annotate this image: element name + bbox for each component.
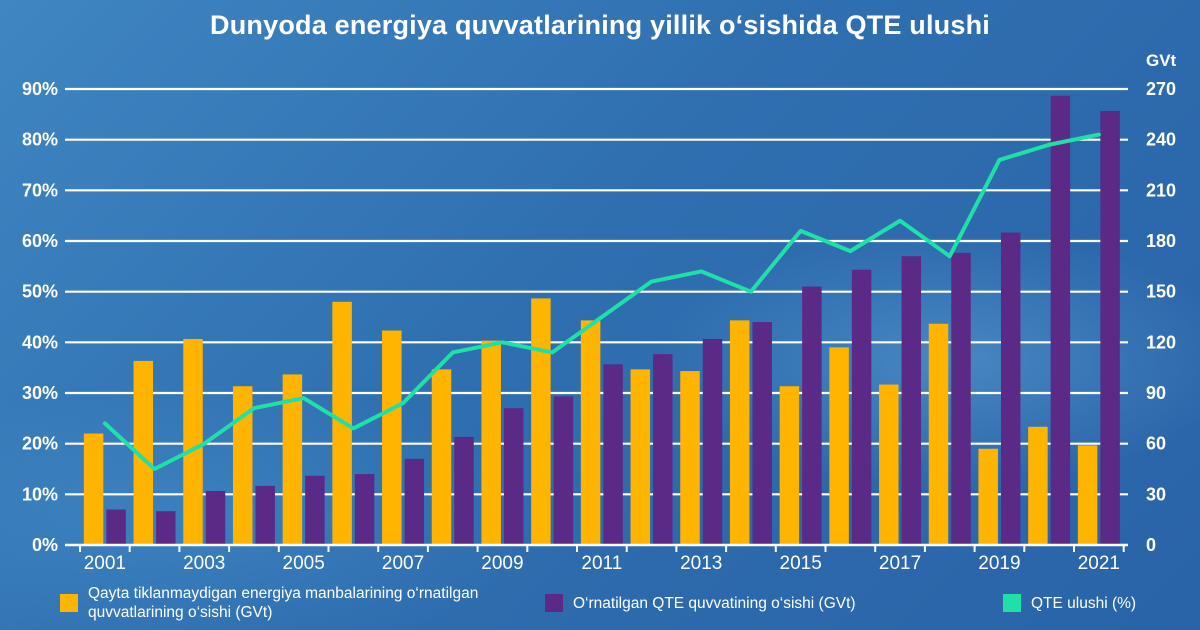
bar-nonrenewable — [680, 371, 700, 545]
bar-nonrenewable — [232, 386, 253, 545]
left-tick-label: 30% — [22, 383, 58, 403]
right-tick-label: 90 — [1146, 383, 1166, 403]
bar-res-capacity — [553, 396, 574, 545]
bar-res-capacity — [255, 485, 275, 545]
x-axis: 2001 2003 2005 2007 2009 2011 2013 2015 2017 2019… — [65, 543, 1128, 574]
bar-nonrenewable — [729, 320, 750, 545]
left-tick-label: 80% — [22, 130, 58, 150]
left-tick-label: 10% — [22, 484, 58, 504]
bar-nonrenewable — [928, 323, 949, 545]
bar-nonrenewable — [879, 384, 899, 545]
bar-nonrenewable — [978, 448, 998, 545]
bar-res-capacity — [1100, 110, 1120, 545]
bar-nonrenewable — [133, 360, 154, 545]
bar-nonrenewable — [382, 330, 402, 545]
legend-item-res-share: QTE ulushi (%) — [1003, 583, 1183, 623]
bar-nonrenewable — [282, 374, 303, 545]
bar-res-capacity — [354, 474, 375, 545]
legend-label-res-capacity: O‘rnatilgan QTE quvvatining o‘sishi (GVt… — [573, 594, 856, 612]
right-tick-label: 30 — [1146, 484, 1166, 504]
bar-res-capacity — [305, 475, 325, 545]
bar-nonrenewable — [481, 340, 501, 545]
right-tick-label: 180 — [1146, 231, 1176, 251]
left-axis: 0% 10% 20% 30% 40% 50% 60% 70% 80% 90% — [22, 79, 58, 555]
bar-res-capacity — [951, 252, 971, 546]
x-tick-label: 2007 — [382, 553, 424, 574]
share-line — [102, 132, 1101, 471]
bar-nonrenewable — [1077, 445, 1098, 545]
x-tick-label: 2009 — [481, 553, 523, 574]
right-tick-label: 60 — [1146, 434, 1166, 454]
right-tick-label: 210 — [1146, 180, 1176, 200]
left-tick-label: 70% — [22, 180, 58, 200]
bar-res-capacity — [454, 436, 474, 545]
legend-item-res-capacity: O‘rnatilgan QTE quvvatining o‘sishi (GVt… — [545, 583, 925, 623]
legend-label-nonrenewable: Qayta tiklanmaydigan energiya manbalarin… — [88, 585, 479, 621]
x-tick-label: 2013 — [680, 553, 722, 574]
left-tick-label: 90% — [22, 79, 58, 99]
right-tick-label: 120 — [1146, 332, 1176, 352]
bar-res-capacity — [106, 509, 126, 545]
left-tick-label: 60% — [22, 231, 58, 251]
bar-nonrenewable — [829, 347, 849, 545]
legend-swatch-res-share — [1003, 594, 1021, 612]
bar-res-capacity — [205, 490, 226, 545]
x-tick-label: 2017 — [879, 553, 921, 574]
bar-res-capacity — [503, 408, 524, 545]
line-res-share — [102, 132, 1101, 471]
legend-item-nonrenewable: Qayta tiklanmaydigan energiya manbalarin… — [60, 583, 480, 623]
x-tick-label: 2001 — [84, 553, 126, 574]
right-tick-label: 150 — [1146, 282, 1176, 302]
x-tick-label: 2011 — [581, 553, 622, 574]
bar-res-capacity — [156, 511, 176, 545]
legend-label-res-share: QTE ulushi (%) — [1031, 594, 1137, 612]
x-tick-label: 2005 — [283, 553, 325, 574]
bars — [83, 95, 1120, 546]
bar-nonrenewable — [1028, 426, 1048, 545]
bar-nonrenewable — [83, 433, 104, 545]
left-tick-label: 20% — [22, 434, 58, 454]
bar-res-capacity — [901, 256, 922, 545]
legend-swatch-nonrenewable — [60, 594, 78, 612]
right-tick-label: 270 — [1146, 79, 1176, 99]
bar-nonrenewable — [779, 386, 800, 545]
right-tick-label: 0 — [1146, 535, 1156, 555]
bar-res-capacity — [1000, 232, 1021, 546]
bar-nonrenewable — [580, 320, 601, 545]
right-axis: 0 30 60 90 120 150 180 210 240 270 GVt — [1146, 51, 1177, 555]
bar-res-capacity — [752, 322, 772, 545]
bar-nonrenewable — [531, 298, 551, 545]
bar-res-capacity — [653, 354, 673, 545]
bar-res-capacity — [404, 458, 425, 545]
bar-res-capacity — [603, 364, 623, 545]
right-tick-label: 240 — [1146, 130, 1176, 150]
x-tick-label: 2021 — [1078, 553, 1120, 574]
right-axis-unit: GVt — [1146, 51, 1177, 70]
legend-swatch-res-capacity — [545, 594, 563, 612]
bar-res-capacity — [1050, 95, 1071, 545]
bar-nonrenewable — [183, 338, 203, 545]
left-tick-label: 50% — [22, 282, 58, 302]
bar-res-capacity — [802, 286, 822, 545]
bar-res-capacity — [702, 338, 723, 545]
left-tick-label: 40% — [22, 332, 58, 352]
bar-res-capacity — [851, 269, 872, 545]
x-tick-label: 2003 — [183, 553, 225, 574]
x-tick-label: 2015 — [780, 553, 822, 574]
left-tick-label: 0% — [32, 535, 58, 555]
x-tick-label: 2019 — [978, 553, 1020, 574]
bar-nonrenewable — [630, 369, 651, 545]
bar-nonrenewable — [431, 369, 452, 545]
chart-title: Dunyoda energiya quvvatlarining yillik o… — [210, 10, 990, 40]
